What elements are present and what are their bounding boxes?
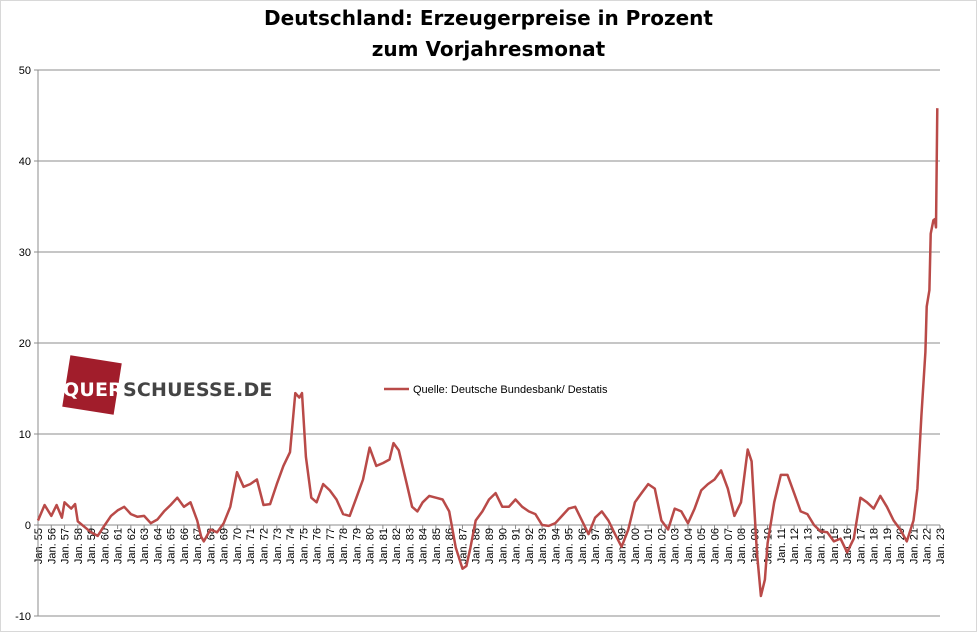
x-tick-label: Jan. 07: [723, 528, 735, 564]
x-tick-label: Jan. 66: [179, 528, 191, 564]
legend: Quelle: Deutsche Bundesbank/ Destatis: [384, 384, 608, 396]
y-tick-label: 40: [19, 156, 31, 168]
x-tick-label: Jan. 61: [113, 528, 125, 564]
y-tick-label: 10: [19, 429, 31, 441]
x-tick-label: Jan. 98: [603, 528, 615, 564]
x-tick-label: Jan. 71: [245, 528, 257, 564]
x-tick-label: Jan. 91: [511, 528, 523, 564]
x-tick-label: Jan. 69: [219, 528, 231, 564]
x-tick-label: Jan. 17: [855, 528, 867, 564]
x-tick-label: Jan. 05: [696, 528, 708, 564]
x-tick-label: Jan. 90: [497, 528, 509, 564]
x-tick-label: Jan. 64: [152, 528, 164, 564]
x-tick-label: Jan. 67: [192, 528, 204, 564]
x-tick-label: Jan. 89: [484, 528, 496, 564]
x-tick-label: Jan. 08: [736, 528, 748, 564]
axes: [37, 70, 940, 616]
legend-label: Quelle: Deutsche Bundesbank/ Destatis: [413, 384, 608, 396]
logo-text: QUERSCHUESSE.DE: [63, 379, 273, 401]
x-tick-label: Jan. 87: [457, 528, 469, 564]
y-tick-label: -10: [15, 611, 31, 623]
x-tick-label: Jan. 16: [842, 528, 854, 564]
x-tick-label: Jan. 00: [630, 528, 642, 564]
x-tick-label: Jan. 57: [60, 528, 72, 564]
x-tick-label: Jan. 59: [86, 528, 98, 564]
x-tick-label: Jan. 73: [272, 528, 284, 564]
x-tick-label: Jan. 95: [564, 528, 576, 564]
x-tick-label: Jan. 97: [590, 528, 602, 564]
chart-title: Deutschland: Erzeugerpreise in Prozent: [264, 6, 713, 30]
x-tick-label: Jan. 76: [312, 528, 324, 564]
x-tick-label: Jan. 62: [126, 528, 138, 564]
y-tick-label: 0: [25, 520, 31, 532]
x-tick-label: Jan. 21: [908, 528, 920, 564]
x-tick-label: Jan. 68: [205, 528, 217, 564]
x-tick-label: Jan. 72: [259, 528, 271, 564]
x-tick-label: Jan. 65: [166, 528, 178, 564]
y-tick-label: 20: [19, 338, 31, 350]
x-tick-label: Jan. 55: [33, 528, 45, 564]
x-tick-label: Jan. 75: [298, 528, 310, 564]
x-tick-label: Jan. 18: [869, 528, 881, 564]
x-tick-label: Jan. 58: [73, 528, 85, 564]
logo-text-prefix: QUER: [63, 379, 123, 401]
x-tick-label: Jan. 19: [882, 528, 894, 564]
x-tick-label: Jan. 94: [550, 528, 562, 564]
x-tick-label: Jan. 78: [338, 528, 350, 564]
x-tick-label: Jan. 63: [139, 528, 151, 564]
x-tick-label: Jan. 77: [325, 528, 337, 564]
series-group: [36, 108, 939, 598]
series-line: [36, 108, 939, 598]
x-tick-label: Jan. 11: [776, 528, 788, 563]
x-tick-label: Jan. 81: [378, 528, 390, 564]
x-tick-label: Jan. 15: [829, 528, 841, 564]
y-tick-label: 30: [19, 247, 31, 259]
x-tick-label: Jan. 92: [524, 528, 536, 564]
x-tick-label: Jan. 23: [935, 528, 947, 564]
x-tick-label: Jan. 14: [816, 528, 828, 564]
y-axis-ticks: -10 0 10 20 30 40 50: [15, 65, 38, 623]
x-tick-label: Jan. 80: [365, 528, 377, 564]
x-tick-label: Jan. 79: [351, 528, 363, 564]
x-tick-label: Jan. 22: [922, 528, 934, 564]
x-tick-label: Jan. 85: [431, 528, 443, 564]
y-tick-label: 50: [19, 65, 31, 77]
x-tick-label: Jan. 04: [683, 528, 695, 564]
logo-text-suffix: SCHUESSE.DE: [123, 379, 273, 401]
x-tick-label: Jan. 82: [391, 528, 403, 564]
x-tick-label: Jan. 74: [285, 528, 297, 564]
chart-subtitle: zum Vorjahresmonat: [371, 37, 606, 61]
x-tick-label: Jan. 13: [802, 528, 814, 564]
x-tick-label: Jan. 83: [404, 528, 416, 564]
x-tick-label: Jan. 96: [577, 528, 589, 564]
x-tick-label: Jan. 01: [643, 528, 655, 564]
x-axis-ticks: Jan. 55 Jan. 56 Jan. 57 Jan. 58 Jan. 59 Jan. …: [33, 525, 947, 564]
x-tick-label: Jan. 56: [46, 528, 58, 564]
x-tick-label: Jan. 02: [656, 528, 668, 564]
x-tick-label: Jan. 84: [418, 528, 430, 564]
x-tick-label: Jan. 70: [232, 528, 244, 564]
x-tick-label: Jan. 03: [670, 528, 682, 564]
x-tick-label: Jan. 93: [537, 528, 549, 564]
x-tick-label: Jan. 06: [710, 528, 722, 564]
x-tick-label: Jan. 12: [789, 528, 801, 564]
querschuesse-logo: QUERSCHUESSE.DE: [60, 355, 320, 425]
x-tick-label: Jan. 60: [99, 528, 111, 564]
